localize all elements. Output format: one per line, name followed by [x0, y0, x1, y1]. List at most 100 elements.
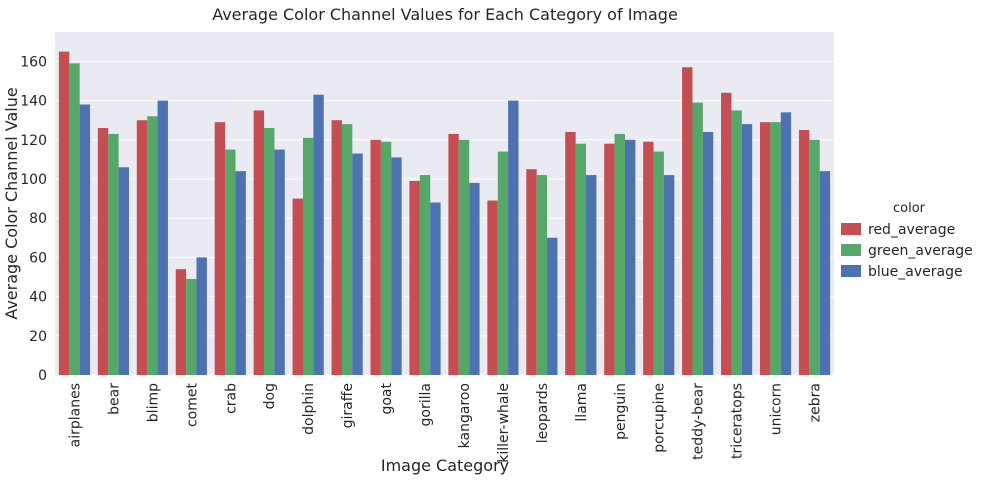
bar-blue_average-zebra	[819, 171, 831, 375]
bar-red_average-bear	[97, 128, 109, 375]
legend-label: green_average	[868, 243, 973, 259]
bar-blue_average-teddy-bear	[702, 131, 714, 375]
x-tick-label: zebra	[808, 383, 824, 422]
bar-red_average-penguin	[604, 143, 615, 375]
bar-blue_average-unicorn	[780, 112, 792, 376]
x-tick-label: giraffe	[340, 383, 356, 428]
bar-blue_average-crab	[235, 171, 246, 375]
bars	[58, 51, 831, 376]
bar-red_average-airplanes	[58, 51, 70, 375]
bar-red_average-porcupine	[643, 141, 654, 375]
bar-blue_average-llama	[586, 175, 597, 375]
y-tick-label: 120	[20, 133, 47, 149]
bar-blue_average-giraffe	[352, 153, 363, 375]
bar-green_average-kangaroo	[458, 139, 470, 375]
bar-green_average-triceratops	[731, 110, 742, 376]
bar-blue_average-penguin	[624, 139, 636, 375]
legend-title: color	[893, 201, 926, 216]
legend: color red_average green_average blue_avera…	[841, 201, 973, 280]
x-axis-label: Image Category	[381, 456, 509, 475]
plot-area	[55, 32, 834, 375]
x-tick-label: dolphin	[301, 383, 317, 435]
bar-green_average-porcupine	[653, 151, 664, 375]
y-tick-label: 100	[20, 172, 47, 188]
bar-red_average-llama	[565, 131, 576, 375]
bar-red_average-triceratops	[721, 92, 732, 375]
y-tick-label: 80	[29, 211, 47, 227]
x-tick-label: blimp	[145, 383, 161, 422]
bar-red_average-blimp	[136, 120, 148, 375]
bar-green_average-llama	[575, 143, 587, 375]
bar-green_average-crab	[225, 149, 236, 375]
x-tick-label: teddy-bear	[691, 383, 707, 460]
bar-green_average-dog	[264, 128, 275, 375]
bar-blue_average-killer-whale	[508, 100, 519, 375]
x-tick-label: airplanes	[67, 383, 83, 447]
y-tick-label: 0	[38, 368, 47, 384]
x-tick-label: comet	[184, 383, 200, 428]
bar-red_average-comet	[175, 269, 187, 375]
bar-blue_average-blimp	[157, 100, 168, 375]
legend-swatch-blue_average	[841, 265, 861, 277]
y-axis-ticks: 0 20 40 60 80 100 120 140 160	[20, 54, 47, 384]
x-axis-ticks: airplanes bear blimp comet crab dog dolphin gir…	[67, 383, 823, 463]
bar-blue_average-leopards	[547, 237, 558, 375]
bar-green_average-blimp	[147, 116, 158, 375]
x-tick-label: gorilla	[418, 383, 434, 426]
legend-label: red_average	[868, 222, 955, 238]
bar-green_average-penguin	[614, 133, 625, 375]
x-tick-label: porcupine	[652, 383, 668, 453]
bar-red_average-teddy-bear	[682, 67, 693, 375]
bar-red_average-zebra	[798, 130, 810, 375]
y-tick-label: 140	[20, 94, 47, 110]
bar-green_average-unicorn	[770, 122, 781, 375]
y-tick-label: 60	[29, 250, 47, 266]
bar-blue_average-dolphin	[313, 94, 324, 375]
bar-red_average-dolphin	[292, 198, 303, 375]
bar-blue_average-triceratops	[741, 124, 753, 376]
bar-red_average-dog	[253, 110, 265, 376]
bar-red_average-unicorn	[759, 122, 771, 375]
y-tick-label: 20	[29, 329, 47, 345]
legend-label: blue_average	[868, 264, 963, 280]
x-tick-label: penguin	[613, 383, 629, 440]
bar-green_average-teddy-bear	[692, 102, 703, 375]
bar-red_average-giraffe	[331, 120, 342, 375]
bar-red_average-goat	[370, 139, 381, 375]
bar-blue_average-bear	[118, 167, 130, 375]
bar-green_average-dolphin	[302, 137, 314, 375]
x-tick-label: leopards	[535, 383, 551, 443]
bar-red_average-killer-whale	[487, 200, 498, 375]
legend-swatch-green_average	[841, 244, 861, 256]
bar-green_average-comet	[186, 278, 197, 375]
x-tick-label: triceratops	[730, 383, 746, 459]
bar-blue_average-kangaroo	[469, 182, 480, 375]
y-tick-label: 160	[20, 54, 47, 70]
x-tick-label: kangaroo	[457, 383, 473, 448]
bar-green_average-goat	[380, 141, 392, 375]
bar-red_average-gorilla	[409, 180, 420, 375]
y-axis-label: Average Color Channel Value	[2, 87, 21, 319]
x-tick-label: unicorn	[769, 383, 785, 435]
bar-blue_average-gorilla	[430, 202, 441, 375]
x-tick-label: crab	[223, 383, 239, 414]
bar-red_average-kangaroo	[448, 133, 459, 375]
y-tick-label: 40	[29, 290, 47, 306]
bar-blue_average-comet	[196, 257, 207, 375]
bar-blue_average-goat	[391, 157, 402, 375]
bar-blue_average-airplanes	[79, 104, 91, 376]
bar-blue_average-porcupine	[663, 175, 675, 375]
bar-green_average-leopards	[536, 175, 548, 375]
bar-green_average-bear	[108, 133, 119, 375]
bar-green_average-killer-whale	[497, 151, 509, 375]
legend-swatch-red_average	[841, 223, 861, 235]
bar-blue_average-dog	[274, 149, 285, 375]
bar-green_average-airplanes	[69, 63, 80, 376]
chart-title: Average Color Channel Values for Each Ca…	[212, 5, 678, 24]
bar-green_average-gorilla	[419, 175, 431, 375]
x-tick-label: dog	[262, 383, 278, 409]
x-tick-label: llama	[574, 383, 590, 422]
bar-green_average-giraffe	[341, 124, 353, 376]
bar-red_average-crab	[214, 122, 226, 375]
